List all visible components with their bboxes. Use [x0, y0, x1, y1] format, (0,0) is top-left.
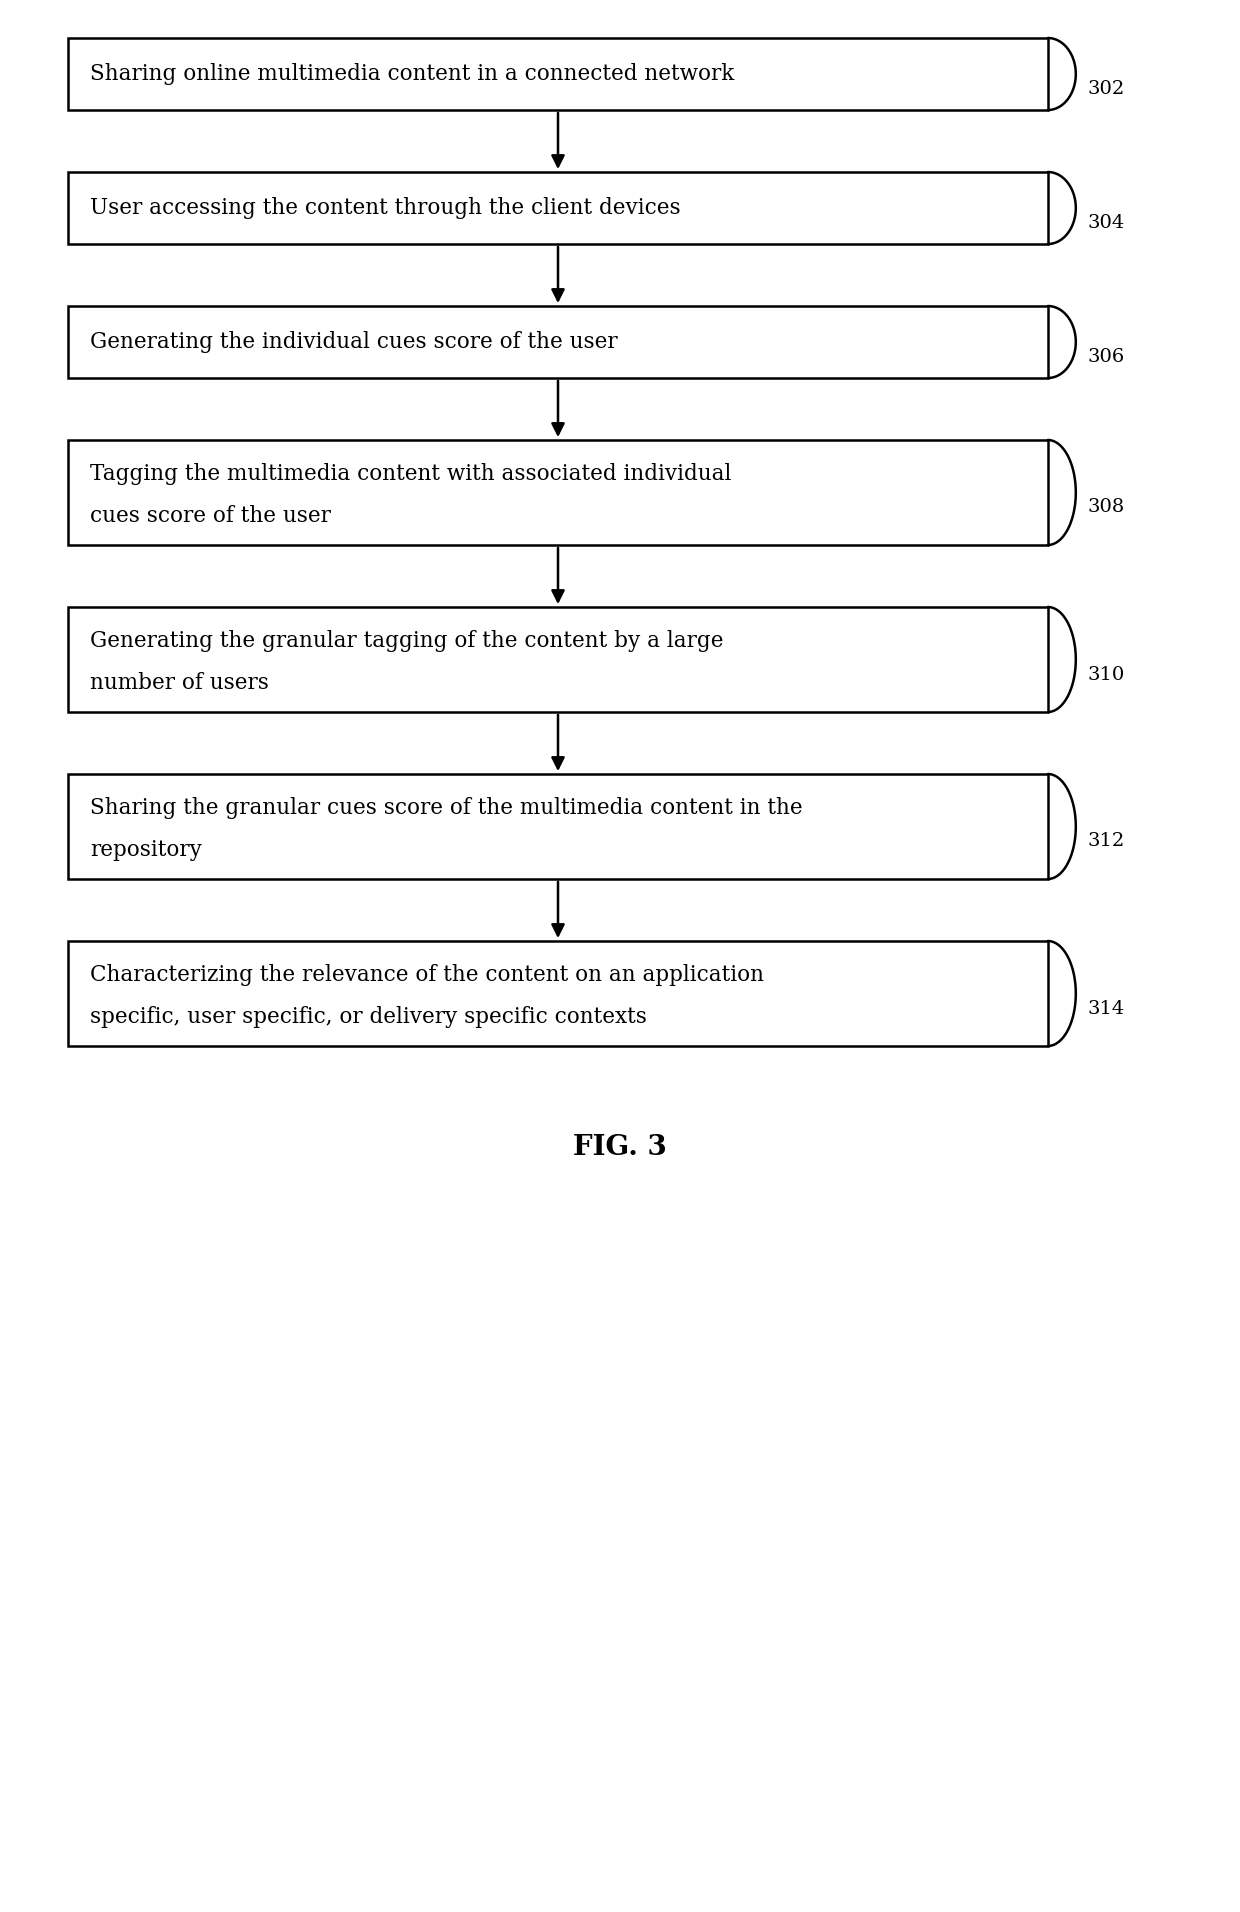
Text: Generating the individual cues score of the user: Generating the individual cues score of … — [91, 331, 618, 354]
Bar — [68, 440, 1048, 545]
Text: 302: 302 — [1087, 80, 1125, 98]
Text: 306: 306 — [1087, 348, 1125, 365]
Text: 304: 304 — [1087, 214, 1125, 231]
Bar — [68, 38, 1048, 111]
Text: User accessing the content through the client devices: User accessing the content through the c… — [91, 197, 681, 220]
Text: cues score of the user: cues score of the user — [91, 505, 331, 526]
Text: repository: repository — [91, 839, 202, 860]
Bar — [68, 941, 1048, 1046]
Text: 308: 308 — [1087, 499, 1125, 516]
Text: Generating the granular tagging of the content by a large: Generating the granular tagging of the c… — [91, 629, 724, 652]
Bar — [68, 606, 1048, 711]
Bar — [68, 774, 1048, 880]
Text: 310: 310 — [1087, 665, 1125, 683]
Text: number of users: number of users — [91, 671, 269, 694]
Text: Characterizing the relevance of the content on an application: Characterizing the relevance of the cont… — [91, 964, 764, 985]
Text: Sharing the granular cues score of the multimedia content in the: Sharing the granular cues score of the m… — [91, 797, 802, 818]
Text: FIG. 3: FIG. 3 — [573, 1134, 667, 1161]
Text: Sharing online multimedia content in a connected network: Sharing online multimedia content in a c… — [91, 63, 734, 84]
Text: Tagging the multimedia content with associated individual: Tagging the multimedia content with asso… — [91, 463, 732, 484]
Bar — [68, 172, 1048, 245]
Text: specific, user specific, or delivery specific contexts: specific, user specific, or delivery spe… — [91, 1006, 647, 1027]
Bar — [68, 306, 1048, 379]
Text: 314: 314 — [1087, 1000, 1125, 1017]
Text: 312: 312 — [1087, 832, 1125, 851]
